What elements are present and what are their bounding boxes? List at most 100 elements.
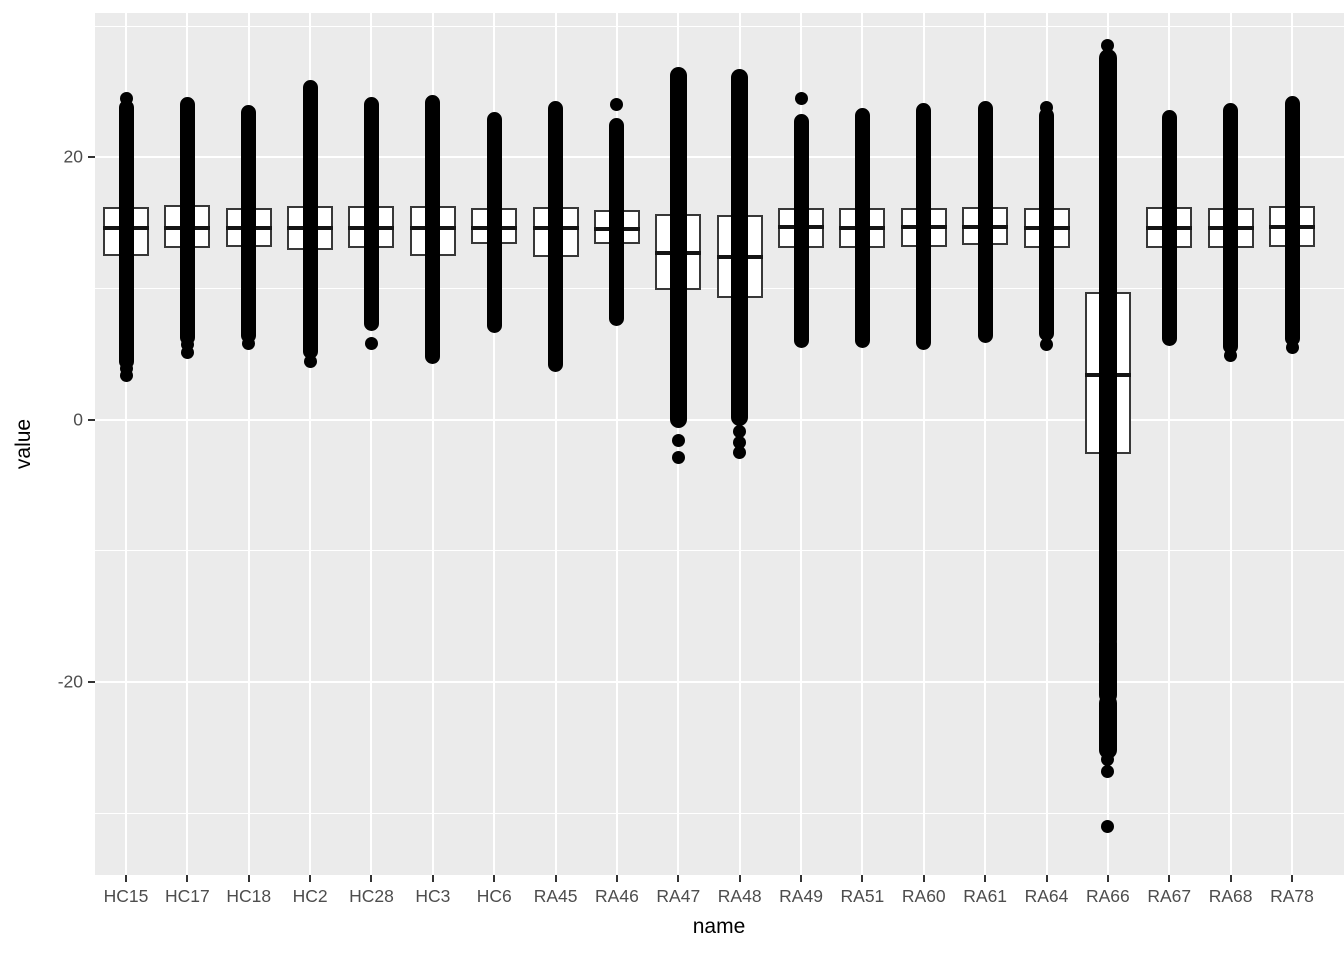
x-tick-mark	[554, 875, 557, 882]
point-dot-HC18	[242, 337, 256, 351]
plot-panel	[95, 13, 1344, 875]
gridline-x-major	[984, 13, 987, 875]
point-column-RA66	[1098, 633, 1117, 705]
x-tick-label-RA51: RA51	[840, 886, 885, 906]
point-column-RA66	[1098, 48, 1117, 650]
x-tick-mark	[738, 875, 741, 882]
point-column-RA48	[731, 68, 749, 426]
point-dot-RA66	[1101, 39, 1115, 53]
point-column-RA46	[609, 118, 625, 327]
point-column-RA78	[1284, 96, 1300, 346]
gridline-y-minor	[95, 812, 1344, 814]
point-dot-HC15	[119, 368, 133, 382]
point-dot-RA66	[1101, 764, 1115, 778]
x-tick-mark	[1106, 875, 1109, 882]
point-dot-HC15	[119, 91, 133, 105]
x-tick-label-RA61: RA61	[963, 886, 1008, 906]
x-tick-label-RA64: RA64	[1024, 886, 1069, 906]
gridline-x-major	[493, 13, 496, 875]
point-dot-RA66	[1101, 819, 1115, 833]
x-tick-mark	[247, 875, 250, 882]
y-tick-mark	[88, 681, 95, 684]
x-tick-label-HC3: HC3	[415, 886, 451, 906]
gridline-x-major	[1291, 13, 1293, 875]
gridline-x-major	[554, 13, 557, 875]
gridline-y-major	[95, 418, 1344, 421]
gridline-x-major	[1045, 13, 1048, 875]
gridline-x-major	[309, 13, 312, 875]
point-column-HC28	[363, 97, 379, 332]
gridline-y-major	[95, 681, 1344, 684]
y-tick-label: 0	[73, 409, 83, 430]
x-tick-mark	[186, 875, 189, 882]
point-dot-RA66	[1101, 753, 1115, 767]
y-tick-label: 20	[63, 146, 83, 167]
point-dot-RA47	[671, 451, 685, 465]
gridline-x-major	[247, 13, 250, 875]
point-dot-RA46	[610, 98, 624, 112]
point-column-RA51	[854, 107, 870, 349]
gridline-x-major	[125, 13, 127, 875]
gridline-y-major	[95, 156, 1344, 159]
point-column-RA45	[548, 101, 564, 373]
x-tick-label-RA48: RA48	[717, 886, 762, 906]
gridline-x-major	[431, 13, 434, 875]
point-column-HC17	[179, 97, 195, 345]
x-tick-label-HC18: HC18	[226, 886, 272, 906]
x-tick-label-RA45: RA45	[533, 886, 578, 906]
point-dot-RA47	[671, 434, 685, 448]
x-tick-mark	[1229, 875, 1232, 882]
x-tick-label-RA67: RA67	[1147, 886, 1192, 906]
x-tick-mark	[922, 875, 925, 882]
point-dot-RA68	[1224, 348, 1238, 362]
x-tick-mark	[493, 875, 496, 882]
x-tick-mark	[125, 875, 127, 882]
gridline-x-major	[615, 13, 618, 875]
point-dot-HC28	[364, 337, 378, 351]
y-axis-title: value	[12, 418, 35, 470]
x-tick-label-RA78: RA78	[1270, 886, 1314, 906]
x-tick-label-HC28: HC28	[349, 886, 394, 906]
gridline-x-major	[800, 13, 803, 875]
point-dot-RA64	[1040, 338, 1054, 352]
point-column-RA61	[977, 101, 993, 344]
x-tick-label-HC15: HC15	[103, 886, 149, 906]
x-tick-label-RA66: RA66	[1086, 886, 1130, 906]
point-dot-RA48	[733, 446, 747, 460]
x-tick-mark	[370, 875, 373, 882]
x-tick-label-RA68: RA68	[1208, 886, 1253, 906]
x-tick-label-HC17: HC17	[164, 886, 210, 906]
point-dot-RA78	[1285, 341, 1299, 355]
x-tick-mark	[1045, 875, 1048, 882]
y-tick-label: -20	[57, 671, 83, 692]
gridline-x-major	[861, 13, 864, 875]
point-column-HC18	[241, 105, 257, 344]
point-dot-RA49	[794, 91, 808, 105]
gridline-y-minor	[95, 550, 1344, 552]
point-column-RA49	[793, 114, 809, 349]
x-tick-label-HC2: HC2	[292, 886, 328, 906]
gridline-x-major	[1168, 13, 1171, 875]
x-tick-label-RA46: RA46	[595, 886, 639, 906]
x-tick-mark	[309, 875, 312, 882]
point-column-RA68	[1223, 102, 1239, 354]
point-column-RA66	[1098, 694, 1117, 760]
point-column-HC15	[118, 99, 134, 370]
gridline-x-major	[186, 13, 189, 875]
x-tick-mark	[1168, 875, 1171, 882]
y-tick-mark	[88, 418, 95, 421]
x-tick-label-RA49: RA49	[779, 886, 823, 906]
gridline-x-major	[1229, 13, 1232, 875]
y-tick-mark	[88, 156, 95, 159]
x-tick-mark	[1291, 875, 1293, 882]
point-dot-HC17	[180, 346, 194, 360]
gridline-x-major	[922, 13, 925, 875]
x-tick-mark	[677, 875, 680, 882]
point-column-RA47	[669, 67, 687, 429]
x-tick-mark	[984, 875, 987, 882]
x-tick-mark	[431, 875, 434, 882]
x-tick-label-RA60: RA60	[901, 886, 946, 906]
gridline-y-minor	[95, 25, 1344, 27]
point-dot-RA48	[733, 425, 747, 439]
